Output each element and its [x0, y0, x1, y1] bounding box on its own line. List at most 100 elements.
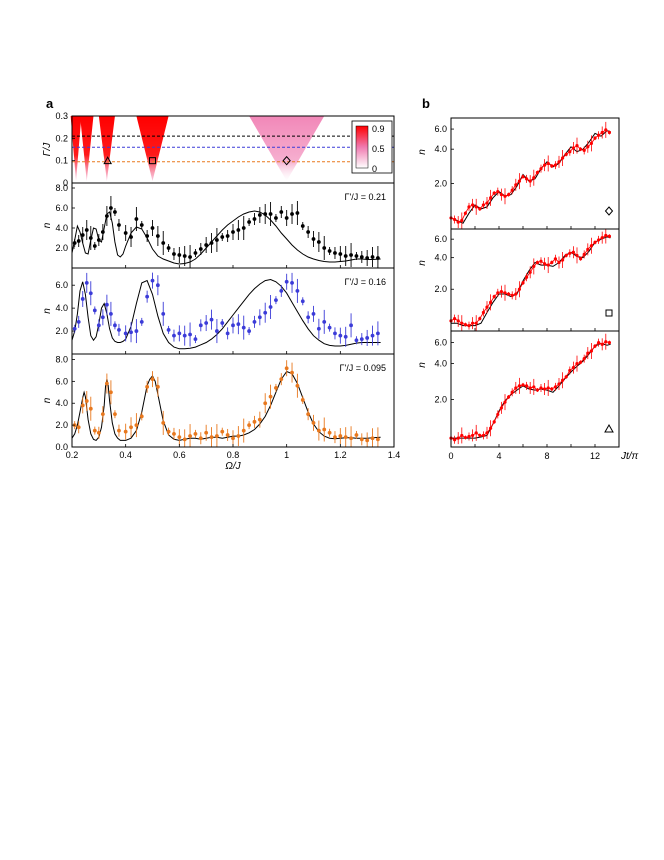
diamond-marker — [604, 206, 614, 216]
data-point — [489, 426, 493, 430]
data-point — [204, 430, 209, 435]
x-tick-label: 0.4 — [119, 450, 132, 460]
data-point — [359, 337, 364, 341]
data-point — [496, 190, 500, 194]
x-tick-label: 0 — [448, 451, 453, 461]
data-point — [349, 323, 353, 328]
data-point — [84, 399, 89, 403]
data-point — [535, 260, 540, 265]
data-point — [338, 333, 343, 338]
data-point — [145, 384, 150, 389]
data-point — [220, 429, 225, 434]
resonance-tongue — [136, 116, 169, 181]
data-point — [604, 128, 608, 132]
data-point — [215, 238, 219, 242]
data-point — [517, 179, 522, 183]
data-point — [359, 255, 364, 259]
data-point — [100, 412, 105, 417]
data-point — [514, 292, 518, 296]
data-point — [295, 211, 300, 215]
y-tick-label: 4.0 — [55, 223, 68, 233]
data-point — [241, 226, 246, 230]
data-point — [370, 255, 375, 259]
data-point — [354, 254, 359, 258]
data-point — [311, 311, 316, 316]
data-point — [589, 141, 594, 145]
data-point — [553, 385, 558, 389]
data-point — [193, 337, 198, 341]
data-point — [600, 236, 604, 240]
data-point — [109, 390, 113, 395]
data-point — [546, 161, 550, 166]
data-point — [84, 228, 89, 232]
data-point — [268, 394, 273, 399]
data-point — [295, 289, 300, 293]
data-point — [365, 336, 370, 340]
y-tick-label: 2.0 — [434, 395, 447, 405]
data-point — [568, 368, 572, 373]
data-point — [247, 329, 252, 333]
y-axis-label: n — [42, 222, 53, 228]
data-point — [503, 194, 507, 198]
data-point — [539, 386, 543, 390]
data-point — [172, 333, 176, 338]
data-point — [333, 435, 337, 440]
data-point — [597, 133, 601, 137]
y-tick-label: 2.0 — [55, 420, 68, 430]
data-point — [471, 433, 475, 438]
data-point — [182, 333, 187, 338]
data-point — [113, 210, 117, 214]
data-point — [76, 425, 81, 430]
data-point — [193, 251, 198, 255]
charts-layer: 0.9 0.5 0 0 0.1 0.2 0.3 Γ/J 2.0 4.0 6.0 8.0 n Γ'/J = … — [42, 111, 639, 472]
y-tick-label: 4.0 — [434, 359, 447, 369]
data-point — [343, 435, 348, 440]
data-point — [322, 427, 327, 432]
x-axis-label: Jt/π — [620, 451, 639, 462]
data-point — [528, 179, 532, 183]
y-axis-label: n — [417, 149, 428, 155]
data-point — [80, 233, 85, 237]
data-point — [532, 176, 536, 180]
data-point — [129, 235, 133, 239]
triangle-marker — [604, 423, 614, 433]
data-point — [274, 386, 278, 390]
data-point — [597, 340, 601, 345]
x-tick-label: 12 — [590, 451, 600, 461]
data-point — [104, 214, 109, 218]
data-point — [579, 147, 583, 151]
data-point — [188, 332, 192, 337]
data-point — [370, 436, 375, 441]
colorbar-tick-label: 0.9 — [372, 124, 385, 134]
data-point — [604, 233, 608, 238]
resonance-tongue — [70, 116, 82, 181]
data-point — [474, 205, 478, 209]
data-point — [525, 275, 529, 279]
data-point — [284, 279, 289, 284]
data-point — [521, 281, 525, 285]
data-point — [236, 322, 241, 327]
data-point — [215, 329, 219, 333]
data-point — [481, 433, 485, 438]
data-point — [607, 130, 612, 135]
data-point — [557, 260, 561, 265]
y-tick-label: 6.0 — [434, 338, 447, 348]
data-point — [597, 238, 601, 242]
x-tick-label: 0.2 — [66, 450, 79, 460]
data-point — [290, 370, 294, 375]
data-point — [279, 210, 284, 214]
data-point — [561, 258, 565, 262]
data-point — [564, 253, 568, 258]
data-point — [80, 403, 85, 408]
y-axis-label: n — [417, 362, 428, 368]
data-point — [514, 183, 518, 187]
data-point — [252, 419, 257, 424]
data-point — [96, 323, 101, 328]
data-point — [88, 236, 93, 240]
data-point — [550, 260, 554, 265]
data-point — [311, 421, 316, 425]
data-point — [274, 298, 278, 303]
data-point — [247, 220, 252, 224]
data-point — [499, 289, 503, 294]
data-point — [188, 434, 192, 438]
